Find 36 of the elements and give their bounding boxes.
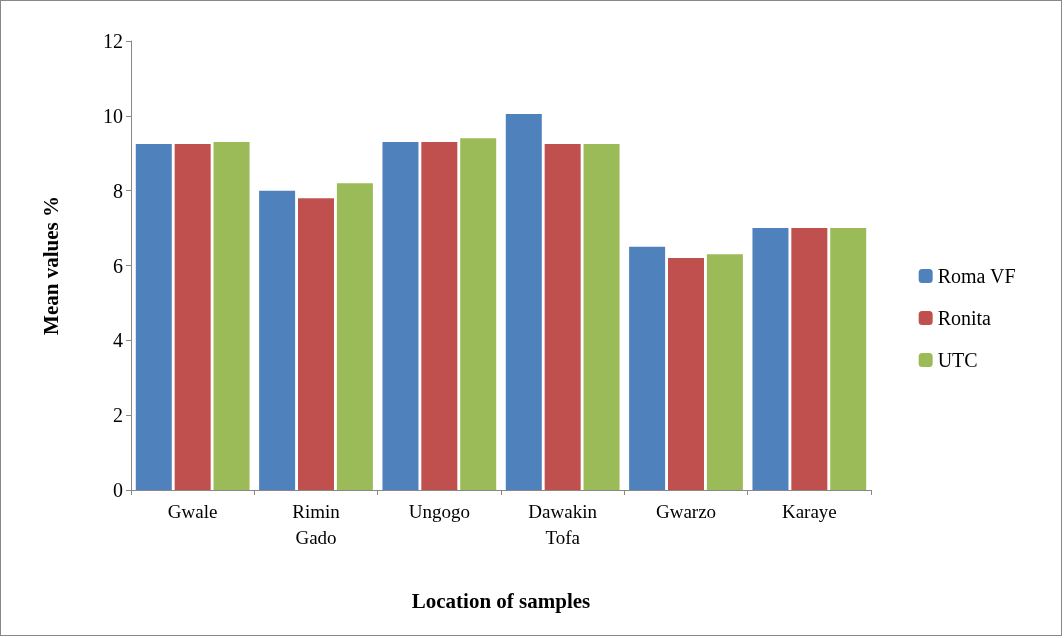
bar xyxy=(336,183,373,490)
bar xyxy=(544,143,581,490)
bar xyxy=(830,228,867,490)
bar xyxy=(298,198,334,490)
y-tick-label: 8 xyxy=(113,179,123,202)
y-tick-label: 10 xyxy=(103,104,123,127)
bar xyxy=(174,143,211,490)
x-tick-label: Dawakin Tofa xyxy=(528,500,598,548)
bar xyxy=(668,258,704,490)
y-tick-label: 4 xyxy=(113,329,123,352)
x-tick-label: Gwarzo xyxy=(655,500,717,522)
x-tick-label: Ungogo xyxy=(408,500,470,522)
bar xyxy=(583,143,620,490)
y-tick-label: 6 xyxy=(113,254,123,277)
bar xyxy=(213,142,250,490)
x-axis-title: Location of samples xyxy=(411,588,591,613)
bar xyxy=(460,138,497,490)
y-tick-label: 2 xyxy=(113,404,123,427)
legend-label: Ronita xyxy=(937,307,992,329)
bar xyxy=(135,143,172,490)
x-tick-label: Rimin Gado xyxy=(292,500,341,548)
x-tick-label: Karaye xyxy=(781,500,837,522)
legend-label: Roma VF xyxy=(937,265,1016,287)
bar xyxy=(791,228,828,490)
bar xyxy=(752,228,789,490)
bar xyxy=(421,142,458,490)
legend-label: UTC xyxy=(937,349,978,371)
bar xyxy=(505,113,542,490)
x-tick-label: Gwale xyxy=(167,500,218,522)
bar xyxy=(706,254,743,490)
y-axis-title: Mean values % xyxy=(38,196,63,335)
bar xyxy=(382,142,419,490)
bar xyxy=(629,246,666,490)
y-tick-label: 0 xyxy=(113,479,123,501)
y-tick-label: 12 xyxy=(103,30,123,52)
bar xyxy=(259,190,296,490)
